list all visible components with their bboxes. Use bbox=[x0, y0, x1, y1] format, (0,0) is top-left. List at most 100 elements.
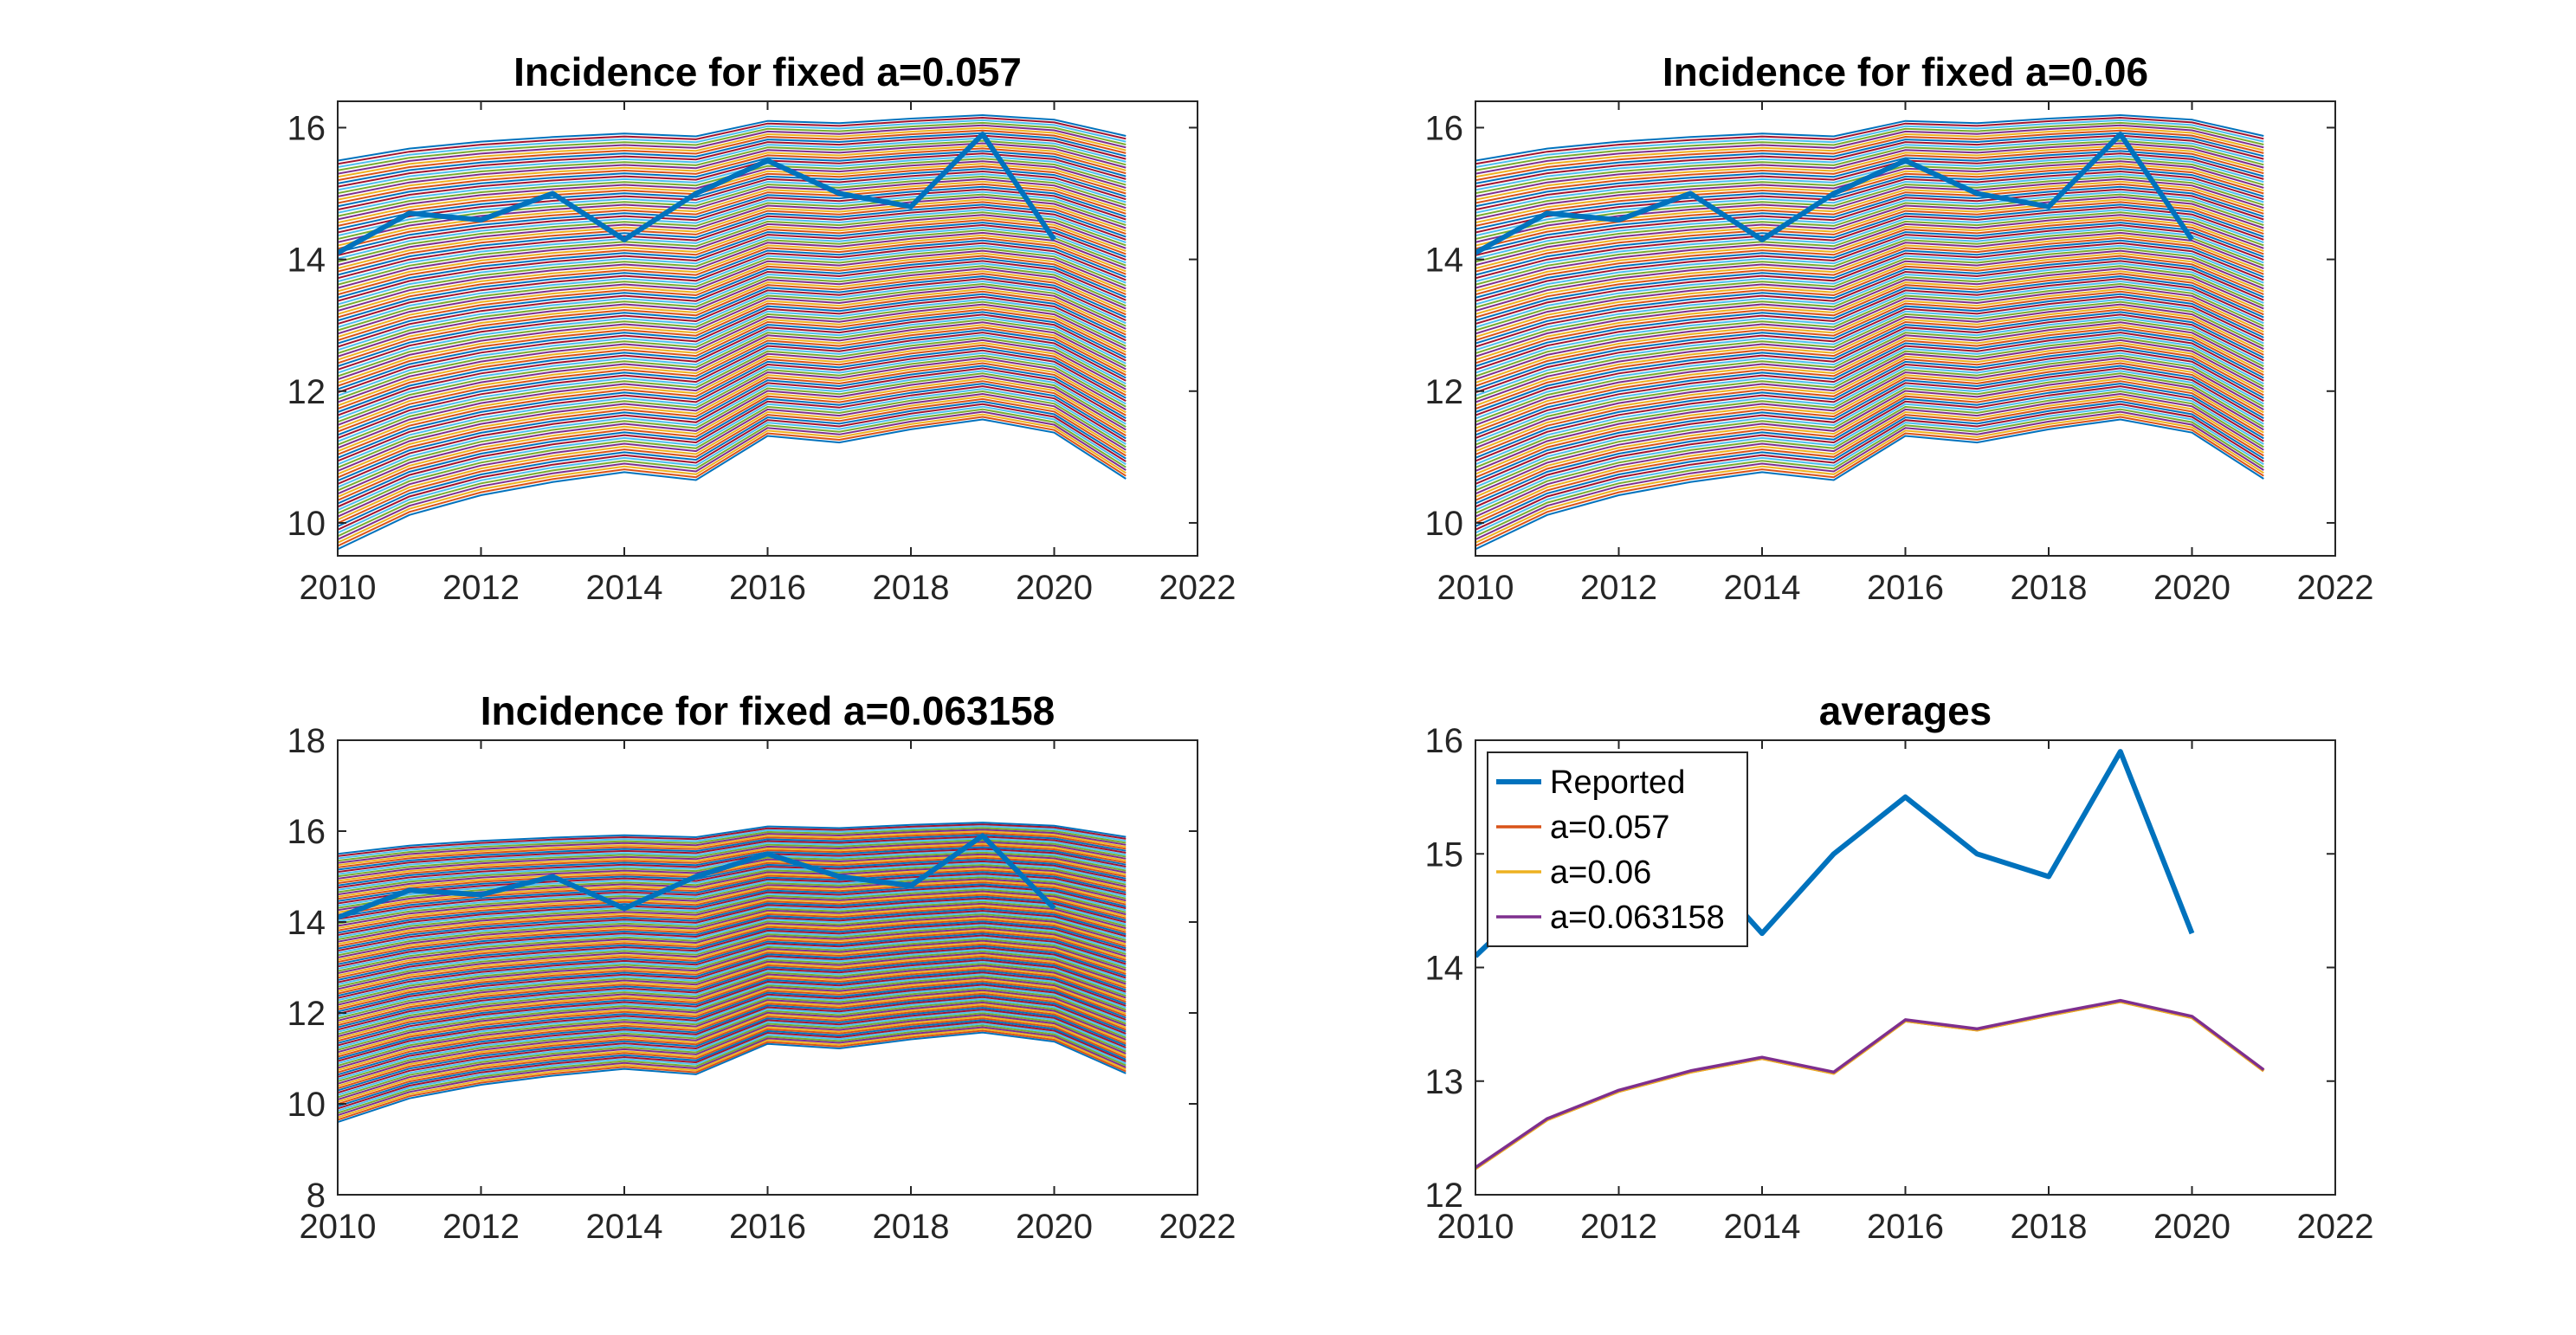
x-tick-label: 2022 bbox=[1159, 1208, 1236, 1246]
ensemble-line bbox=[1475, 277, 2264, 371]
ensemble-line bbox=[338, 902, 1127, 958]
ensemble-line bbox=[338, 377, 1127, 498]
ensemble-line bbox=[1475, 351, 2264, 466]
ensemble-line bbox=[338, 997, 1127, 1080]
ensemble-line bbox=[1475, 357, 2264, 472]
ensemble-line bbox=[1475, 329, 2264, 436]
ensemble-line bbox=[338, 201, 1127, 273]
legend-entry: a=0.057 bbox=[1550, 809, 1669, 846]
ensemble-line bbox=[338, 332, 1127, 440]
ensemble-line bbox=[1475, 203, 2264, 276]
ensemble-line bbox=[338, 957, 1127, 1029]
ensemble-line bbox=[1475, 344, 2264, 455]
ensemble-line bbox=[1475, 280, 2264, 374]
ensemble-line bbox=[338, 1004, 1127, 1089]
ensemble-line bbox=[1475, 324, 2264, 429]
ensemble-line bbox=[338, 978, 1127, 1055]
ensemble-line bbox=[338, 922, 1127, 984]
ensemble-line bbox=[1475, 219, 2264, 296]
ensemble-line bbox=[338, 841, 1127, 880]
ensemble-line bbox=[338, 980, 1127, 1058]
ensemble-line bbox=[338, 904, 1127, 961]
ensemble-line bbox=[338, 953, 1127, 1024]
ensemble-line bbox=[1475, 392, 2264, 518]
ensemble-line bbox=[338, 899, 1127, 954]
ensemble-line bbox=[338, 385, 1127, 508]
ensemble-line bbox=[1475, 408, 2264, 538]
x-tick-label: 2010 bbox=[1437, 1208, 1514, 1246]
ensemble-line bbox=[338, 932, 1127, 997]
ensemble-line bbox=[338, 1009, 1127, 1094]
ensemble-line bbox=[338, 403, 1127, 531]
ensemble-line bbox=[1475, 129, 2264, 182]
ensemble-line bbox=[338, 1019, 1127, 1107]
ensemble-line bbox=[1475, 388, 2264, 512]
ensemble-line bbox=[338, 370, 1127, 488]
ensemble-line bbox=[1475, 257, 2264, 345]
ensemble-line bbox=[338, 285, 1127, 381]
ensemble-line bbox=[338, 170, 1127, 234]
ensemble-line bbox=[1475, 370, 2264, 488]
ensemble-line bbox=[338, 973, 1127, 1049]
ensemble-line bbox=[338, 362, 1127, 479]
ensemble-line bbox=[338, 383, 1127, 505]
ensemble-line bbox=[1475, 145, 2264, 201]
reported-line bbox=[338, 833, 1056, 920]
ensemble-line bbox=[338, 319, 1127, 423]
ensemble-line bbox=[338, 920, 1127, 981]
ensemble-line bbox=[1475, 229, 2264, 309]
ensemble-line bbox=[338, 129, 1127, 182]
ensemble-line bbox=[338, 190, 1127, 260]
ensemble-line bbox=[338, 333, 1127, 442]
ensemble-line bbox=[1475, 137, 2264, 191]
ensemble-line bbox=[338, 339, 1127, 449]
ensemble-line bbox=[338, 1022, 1127, 1112]
ensemble-line bbox=[338, 1016, 1127, 1103]
ensemble-line bbox=[338, 231, 1127, 312]
ensemble-line bbox=[338, 198, 1127, 269]
ensemble-line bbox=[1475, 268, 2264, 358]
y-tick-label: 14 bbox=[287, 904, 326, 942]
series-line-a=0.063158 bbox=[1475, 998, 2265, 1169]
legend-entry: a=0.06 bbox=[1550, 855, 1651, 891]
ensemble-line bbox=[338, 890, 1127, 943]
ensemble-line bbox=[338, 219, 1127, 296]
y-tick-label: 16 bbox=[1425, 722, 1464, 760]
ensemble-line bbox=[1475, 214, 2264, 289]
ensemble-line bbox=[1475, 265, 2264, 354]
ensemble-line bbox=[338, 357, 1127, 472]
ensemble-line bbox=[338, 316, 1127, 420]
ensemble-line bbox=[1475, 287, 2264, 384]
ensemble-line bbox=[1475, 216, 2264, 293]
y-tick-label: 16 bbox=[1425, 109, 1464, 147]
ensemble-line bbox=[1475, 260, 2264, 348]
subplot-3: 2010 2012 2014 2016 2018 2020 2022 8 10 12 14 16 18 I… bbox=[287, 688, 1236, 1246]
ensemble-line bbox=[338, 390, 1127, 514]
ensemble-line bbox=[338, 839, 1127, 878]
ensemble-line bbox=[1475, 372, 2264, 492]
ensemble-line bbox=[338, 375, 1127, 495]
ensemble-line bbox=[338, 145, 1127, 201]
legend-box bbox=[1487, 751, 1748, 947]
ensemble-line bbox=[338, 119, 1127, 168]
ensemble-line bbox=[1475, 313, 2264, 416]
ensemble-line bbox=[1475, 113, 2264, 162]
ensemble-line bbox=[338, 1001, 1127, 1085]
ensemble-line bbox=[338, 945, 1127, 1013]
ensemble-line bbox=[338, 239, 1127, 322]
ensemble-line bbox=[1475, 252, 2264, 339]
plot-area bbox=[338, 822, 1127, 1123]
ensemble-line bbox=[338, 222, 1127, 299]
ensemble-line bbox=[338, 354, 1127, 469]
ensemble-line bbox=[338, 165, 1127, 227]
y-tick-label: 14 bbox=[1425, 242, 1464, 280]
ensemble-line bbox=[338, 268, 1127, 358]
ensemble-line bbox=[1475, 142, 2264, 197]
ensemble-line bbox=[338, 948, 1127, 1017]
ensemble-line bbox=[338, 837, 1127, 875]
ensemble-line bbox=[338, 324, 1127, 429]
x-tick-label: 2018 bbox=[2011, 1208, 2088, 1246]
ensemble-line bbox=[338, 163, 1127, 224]
ensemble-line bbox=[1475, 336, 2264, 446]
ensemble-line bbox=[338, 193, 1127, 263]
